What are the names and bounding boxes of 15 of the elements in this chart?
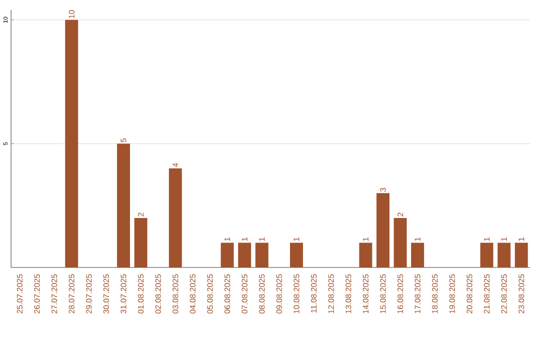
bar: [65, 20, 78, 268]
bar: [255, 242, 268, 268]
bar: [290, 242, 303, 268]
bar: [376, 193, 390, 268]
bar: [117, 144, 130, 268]
bar: [134, 218, 148, 268]
bar: [514, 242, 528, 268]
bar: [359, 242, 372, 268]
bar: [394, 218, 407, 268]
bar: [480, 242, 494, 268]
bar: [238, 242, 252, 268]
bar: [220, 242, 234, 268]
bar: [168, 168, 182, 268]
bar: [411, 242, 424, 268]
bar: [498, 242, 511, 268]
